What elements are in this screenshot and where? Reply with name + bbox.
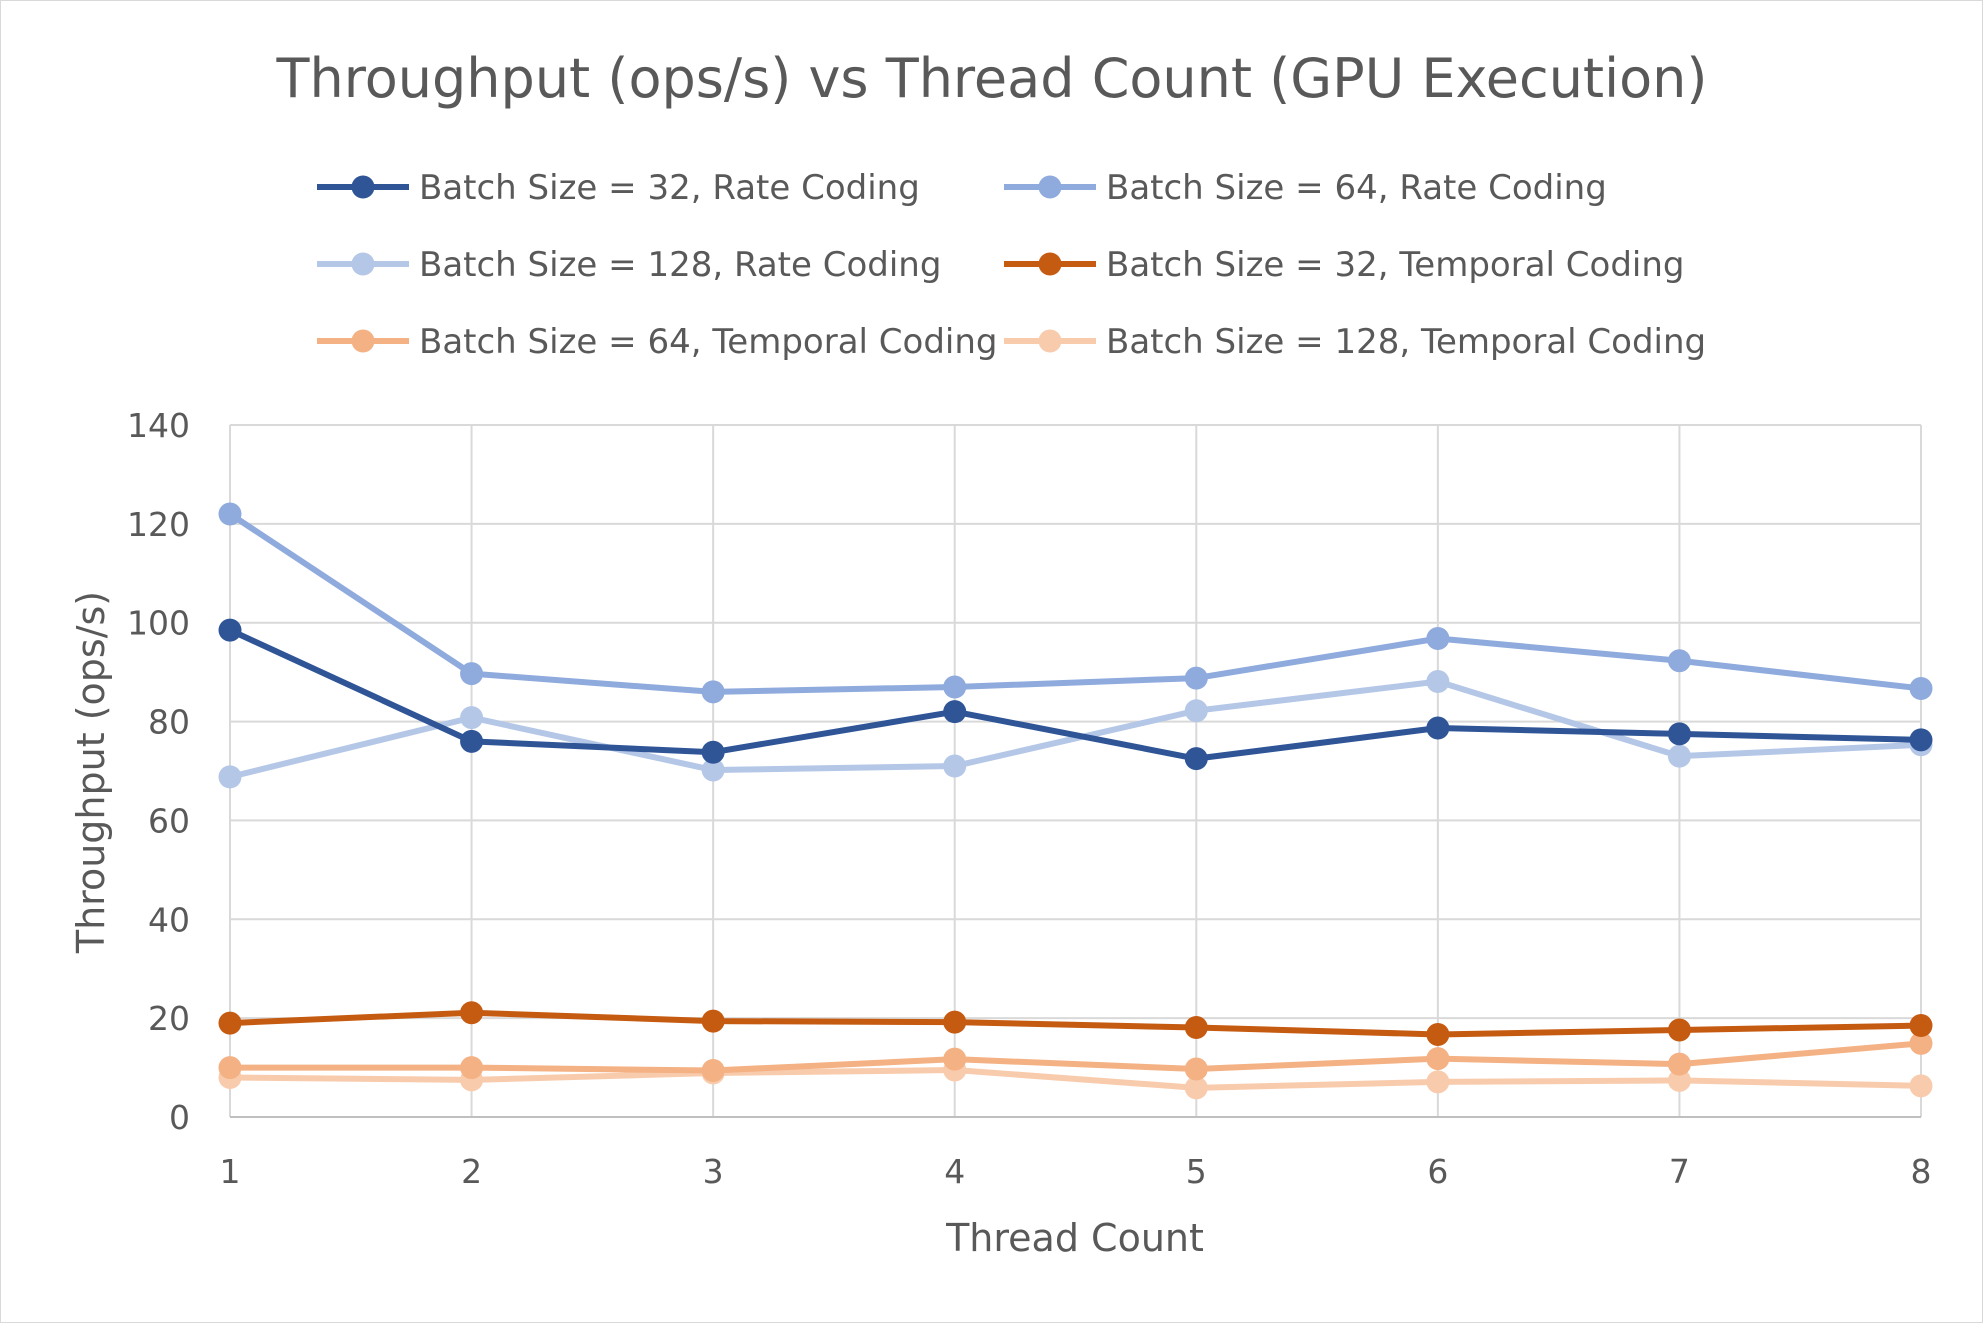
y-axis-title: Throughput (ops/s) bbox=[69, 591, 113, 954]
data-point bbox=[1667, 1018, 1691, 1042]
y-tick-label: 40 bbox=[148, 900, 190, 939]
data-point bbox=[1426, 1070, 1450, 1094]
data-point bbox=[701, 680, 725, 704]
legend-marker bbox=[351, 252, 375, 276]
data-point bbox=[1667, 1068, 1691, 1092]
x-tick-label: 5 bbox=[1186, 1152, 1207, 1191]
legend-item: Batch Size = 128, Rate Coding bbox=[317, 245, 941, 285]
series-1 bbox=[218, 618, 1933, 771]
data-point bbox=[1184, 747, 1208, 771]
data-point bbox=[1909, 1031, 1933, 1055]
data-point bbox=[1426, 670, 1450, 694]
x-tick-label: 8 bbox=[1911, 1152, 1932, 1191]
series-line bbox=[227, 1067, 1924, 1091]
data-point bbox=[701, 1059, 725, 1083]
legend-label: Batch Size = 128, Temporal Coding bbox=[1106, 322, 1706, 362]
data-point bbox=[1184, 1016, 1208, 1040]
data-point bbox=[1426, 1022, 1450, 1046]
data-point bbox=[1667, 1052, 1691, 1076]
x-tick-label: 7 bbox=[1669, 1152, 1690, 1191]
data-point bbox=[1184, 1057, 1208, 1081]
data-point bbox=[1909, 1014, 1933, 1038]
legend-label: Batch Size = 128, Rate Coding bbox=[419, 245, 941, 285]
legend-item: Batch Size = 128, Temporal Coding bbox=[1004, 322, 1706, 362]
data-point bbox=[943, 675, 967, 699]
data-point bbox=[460, 1056, 484, 1080]
y-axis-ticks: 0 20 40 60 80 100 120 140 bbox=[127, 406, 190, 1137]
y-tick-label: 0 bbox=[169, 1098, 190, 1137]
y-tick-label: 120 bbox=[127, 505, 190, 544]
data-point bbox=[1667, 649, 1691, 673]
legend-item: Batch Size = 32, Temporal Coding bbox=[1004, 245, 1685, 285]
y-tick-label: 80 bbox=[148, 703, 190, 742]
y-tick-label: 140 bbox=[127, 406, 190, 445]
legend-item: Batch Size = 64, Rate Coding bbox=[1004, 168, 1607, 208]
series-line bbox=[227, 627, 1924, 762]
data-point bbox=[701, 1009, 725, 1033]
data-point bbox=[701, 758, 725, 782]
data-point bbox=[943, 754, 967, 778]
x-tick-label: 6 bbox=[1427, 1152, 1448, 1191]
data-point bbox=[218, 1011, 242, 1035]
legend-marker bbox=[1038, 175, 1062, 199]
legend-marker bbox=[351, 175, 375, 199]
legend-marker bbox=[1038, 252, 1062, 276]
data-point bbox=[460, 1001, 484, 1025]
data-point bbox=[943, 1010, 967, 1034]
data-point bbox=[1909, 1074, 1933, 1098]
legend-label: Batch Size = 32, Rate Coding bbox=[419, 168, 920, 208]
data-point bbox=[218, 765, 242, 789]
series-line bbox=[227, 678, 1924, 780]
data-point bbox=[1426, 1047, 1450, 1071]
data-point bbox=[1184, 666, 1208, 690]
legend-label: Batch Size = 32, Temporal Coding bbox=[1106, 245, 1685, 285]
series-2 bbox=[218, 502, 1933, 704]
data-point bbox=[1184, 1076, 1208, 1100]
data-point bbox=[460, 662, 484, 686]
data-point bbox=[1426, 716, 1450, 740]
data-point bbox=[218, 502, 242, 526]
legend-label: Batch Size = 64, Rate Coding bbox=[1106, 168, 1607, 208]
legend-marker bbox=[351, 329, 375, 353]
data-point bbox=[218, 618, 242, 642]
legend-marker bbox=[1038, 329, 1062, 353]
series-line bbox=[227, 1009, 1924, 1038]
series-line bbox=[227, 1040, 1924, 1074]
x-tick-label: 3 bbox=[703, 1152, 724, 1191]
legend-label: Batch Size = 64, Temporal Coding bbox=[419, 322, 998, 362]
data-point bbox=[218, 1056, 242, 1080]
data-point bbox=[460, 729, 484, 753]
data-point bbox=[1184, 699, 1208, 723]
x-tick-label: 1 bbox=[220, 1152, 241, 1191]
legend-item: Batch Size = 32, Rate Coding bbox=[317, 168, 920, 208]
x-tick-label: 2 bbox=[461, 1152, 482, 1191]
data-point bbox=[943, 700, 967, 724]
x-axis-ticks: 1 2 3 4 5 6 7 8 bbox=[220, 1152, 1932, 1191]
data-point bbox=[1667, 744, 1691, 768]
data-point bbox=[1667, 722, 1691, 746]
x-tick-label: 4 bbox=[944, 1152, 965, 1191]
data-point bbox=[460, 706, 484, 730]
legend: Batch Size = 32, Rate Coding Batch Size =… bbox=[317, 168, 1706, 362]
plot-area bbox=[218, 502, 1933, 1100]
data-point bbox=[701, 740, 725, 764]
data-point bbox=[943, 1047, 967, 1071]
series-5 bbox=[218, 1031, 1933, 1083]
legend-item: Batch Size = 64, Temporal Coding bbox=[317, 322, 998, 362]
chart-title: Throughput (ops/s) vs Thread Count (GPU … bbox=[276, 47, 1708, 110]
series-4 bbox=[218, 1001, 1933, 1046]
data-point bbox=[1909, 728, 1933, 752]
y-tick-label: 100 bbox=[127, 604, 190, 643]
x-axis-title: Thread Count bbox=[945, 1216, 1204, 1260]
data-point bbox=[1426, 627, 1450, 651]
y-tick-label: 60 bbox=[148, 801, 190, 840]
series-line bbox=[227, 510, 1924, 695]
data-point bbox=[1909, 676, 1933, 700]
y-tick-label: 20 bbox=[148, 999, 190, 1038]
